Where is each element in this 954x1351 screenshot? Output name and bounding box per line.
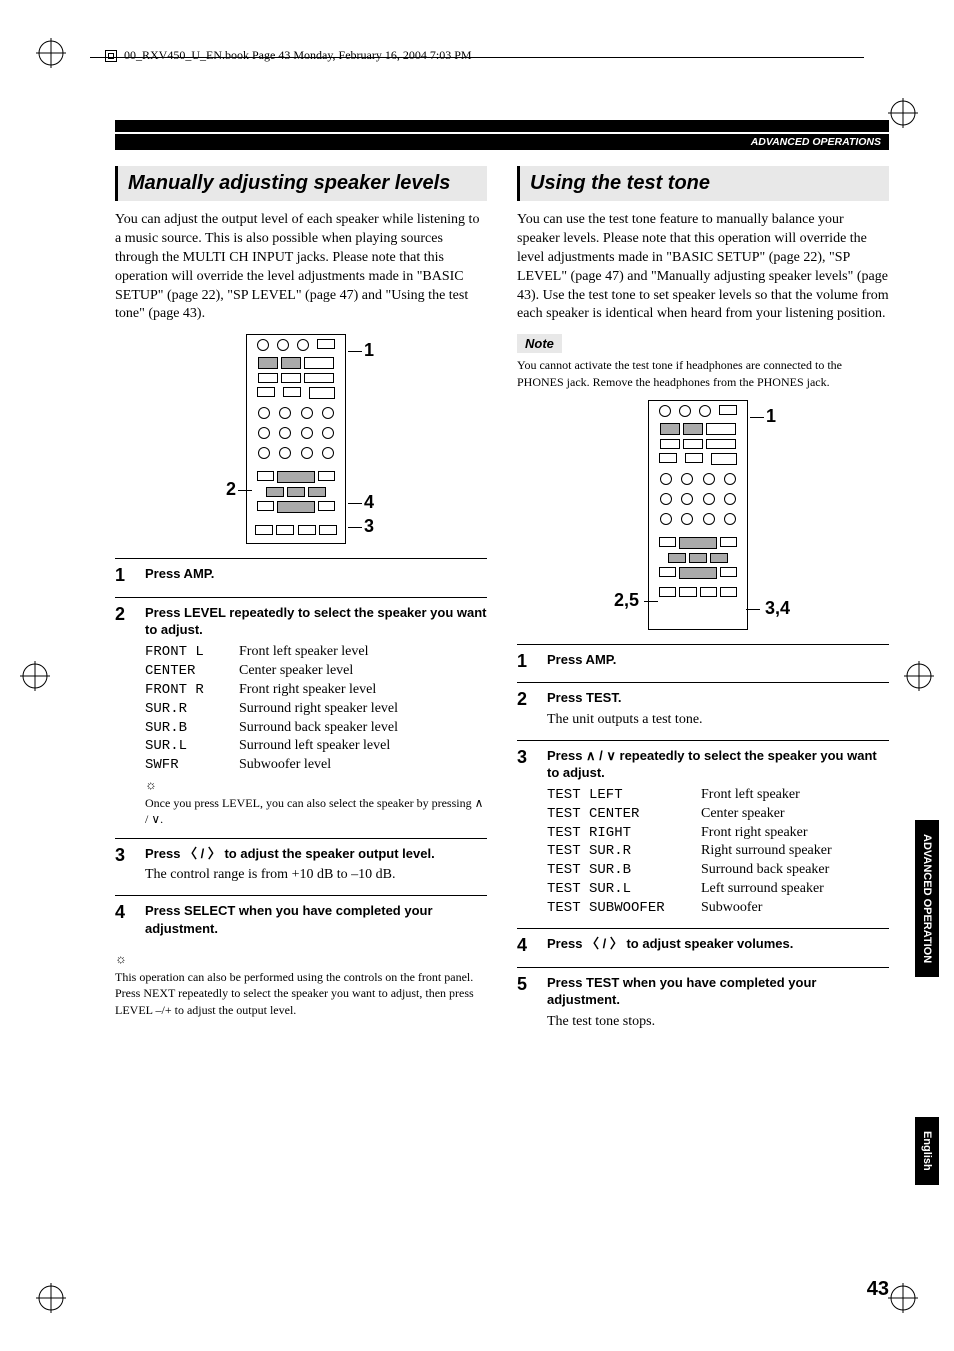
step-2: 2 Press LEVEL repeatedly to select the s… xyxy=(115,597,487,828)
header-black-bar xyxy=(115,120,889,132)
speaker-code: SWFR xyxy=(145,756,225,775)
left-section-title: Manually adjusting speaker levels xyxy=(115,166,487,201)
speaker-row: TEST RIGHT Front right speaker xyxy=(547,824,889,843)
right-intro: You can use the test tone feature to man… xyxy=(517,211,889,324)
speaker-row: SWFR Subwoofer level xyxy=(145,756,487,775)
speaker-row: SUR.B Surround back speaker level xyxy=(145,719,487,738)
tip-icon: ☼ xyxy=(115,951,487,967)
callout-25: 2,5 xyxy=(614,590,639,611)
step-3: 3 Press 〈 / 〉 to adjust the speaker outp… xyxy=(115,838,487,885)
speaker-row: FRONT L Front left speaker level xyxy=(145,643,487,662)
step-number: 5 xyxy=(517,974,533,995)
speaker-row: TEST CENTER Center speaker xyxy=(547,805,889,824)
left-footer-tip: This operation can also be performed usi… xyxy=(115,969,487,1018)
speaker-desc: Subwoofer xyxy=(701,899,762,918)
note-text: You cannot activate the test tone if hea… xyxy=(517,357,889,389)
speaker-desc: Surround back speaker level xyxy=(239,719,398,738)
speaker-code: TEST SUR.B xyxy=(547,861,687,880)
speaker-code: SUR.B xyxy=(145,719,225,738)
speaker-desc: Left surround speaker xyxy=(701,880,824,899)
speaker-code: FRONT L xyxy=(145,643,225,662)
step-4: 4 Press SELECT when you have completed y… xyxy=(115,895,487,941)
speaker-desc: Surround right speaker level xyxy=(239,700,398,719)
note-label: Note xyxy=(517,334,562,353)
side-tabs: ADVANCED OPERATION English xyxy=(915,820,939,1325)
speaker-desc: Surround left speaker level xyxy=(239,737,390,756)
speaker-desc: Subwoofer level xyxy=(239,756,331,775)
left-column: Manually adjusting speaker levels You ca… xyxy=(115,166,487,1042)
callout-3: 3 xyxy=(364,516,374,537)
step-3: 3 Press ∧ / ∨ repeatedly to select the s… xyxy=(517,740,889,918)
callout-1: 1 xyxy=(364,340,374,361)
page-number: 43 xyxy=(867,1278,889,1301)
right-section-title: Using the test tone xyxy=(517,166,889,201)
crop-mark-icon xyxy=(36,38,66,68)
speaker-code: TEST SUR.R xyxy=(547,842,687,861)
speaker-code: TEST CENTER xyxy=(547,805,687,824)
left-intro: You can adjust the output level of each … xyxy=(115,211,487,324)
speaker-row: TEST SUR.R Right surround speaker xyxy=(547,842,889,861)
speaker-row: TEST SUR.B Surround back speaker xyxy=(547,861,889,880)
speaker-desc: Surround back speaker xyxy=(701,861,829,880)
callout-4: 4 xyxy=(364,492,374,513)
speaker-row: SUR.L Surround left speaker level xyxy=(145,737,487,756)
crop-mark-icon xyxy=(20,661,50,691)
speaker-row: SUR.R Surround right speaker level xyxy=(145,700,487,719)
side-tab-advanced: ADVANCED OPERATION xyxy=(915,820,939,977)
step-number: 2 xyxy=(115,604,131,625)
step-number: 1 xyxy=(115,565,131,586)
step-1: 1 Press AMP. xyxy=(115,558,487,587)
speaker-row: TEST SUBWOOFER Subwoofer xyxy=(547,899,889,918)
speaker-code: TEST RIGHT xyxy=(547,824,687,843)
speaker-desc: Right surround speaker xyxy=(701,842,832,861)
speaker-desc: Front right speaker level xyxy=(239,681,376,700)
speaker-code: TEST SUBWOOFER xyxy=(547,899,687,918)
crop-mark-icon xyxy=(36,1283,66,1313)
step-number: 3 xyxy=(115,845,131,866)
speaker-code: FRONT R xyxy=(145,681,225,700)
tip-icon: ☼ xyxy=(145,777,487,793)
step-number: 4 xyxy=(517,935,533,956)
speaker-code: TEST SUR.L xyxy=(547,880,687,899)
speaker-row: TEST SUR.L Left surround speaker xyxy=(547,880,889,899)
speaker-desc: Center speaker level xyxy=(239,662,353,681)
callout-2: 2 xyxy=(226,479,236,500)
right-column: Using the test tone You can use the test… xyxy=(517,166,889,1042)
step-number: 1 xyxy=(517,651,533,672)
remote-diagram-left: 1 2 4 3 xyxy=(236,334,366,544)
speaker-desc: Front right speaker xyxy=(701,824,808,843)
speaker-list-right: TEST LEFT Front left speaker TEST CENTER Ce… xyxy=(547,786,889,918)
speaker-desc: Front left speaker xyxy=(701,786,800,805)
section-header: ADVANCED OPERATIONS xyxy=(115,134,889,150)
remote-diagram-right: 1 2,5 3,4 xyxy=(638,400,768,630)
step-4: 4 Press 〈 / 〉 to adjust speaker volumes. xyxy=(517,928,889,957)
step-1: 1 Press AMP. xyxy=(517,644,889,673)
speaker-code: SUR.R xyxy=(145,700,225,719)
crop-mark-icon xyxy=(888,98,918,128)
header-book-info: 00_RXV450_U_EN.book Page 43 Monday, Febr… xyxy=(105,48,472,63)
speaker-desc: Front left speaker level xyxy=(239,643,368,662)
callout-34: 3,4 xyxy=(765,598,790,619)
step-number: 4 xyxy=(115,902,131,923)
crop-mark-icon xyxy=(888,1283,918,1313)
side-tab-english: English xyxy=(915,1117,939,1185)
speaker-row: TEST LEFT Front left speaker xyxy=(547,786,889,805)
speaker-row: FRONT R Front right speaker level xyxy=(145,681,487,700)
step-number: 2 xyxy=(517,689,533,710)
speaker-code: SUR.L xyxy=(145,737,225,756)
speaker-row: CENTER Center speaker level xyxy=(145,662,487,681)
step-5: 5 Press TEST when you have completed you… xyxy=(517,967,889,1032)
speaker-list-left: FRONT L Front left speaker level CENTER Cen… xyxy=(145,643,487,775)
crop-mark-icon xyxy=(904,661,934,691)
callout-1: 1 xyxy=(766,406,776,427)
speaker-code: CENTER xyxy=(145,662,225,681)
step-number: 3 xyxy=(517,747,533,768)
speaker-desc: Center speaker xyxy=(701,805,785,824)
step-2: 2 Press TEST. The unit outputs a test to… xyxy=(517,682,889,729)
speaker-code: TEST LEFT xyxy=(547,786,687,805)
